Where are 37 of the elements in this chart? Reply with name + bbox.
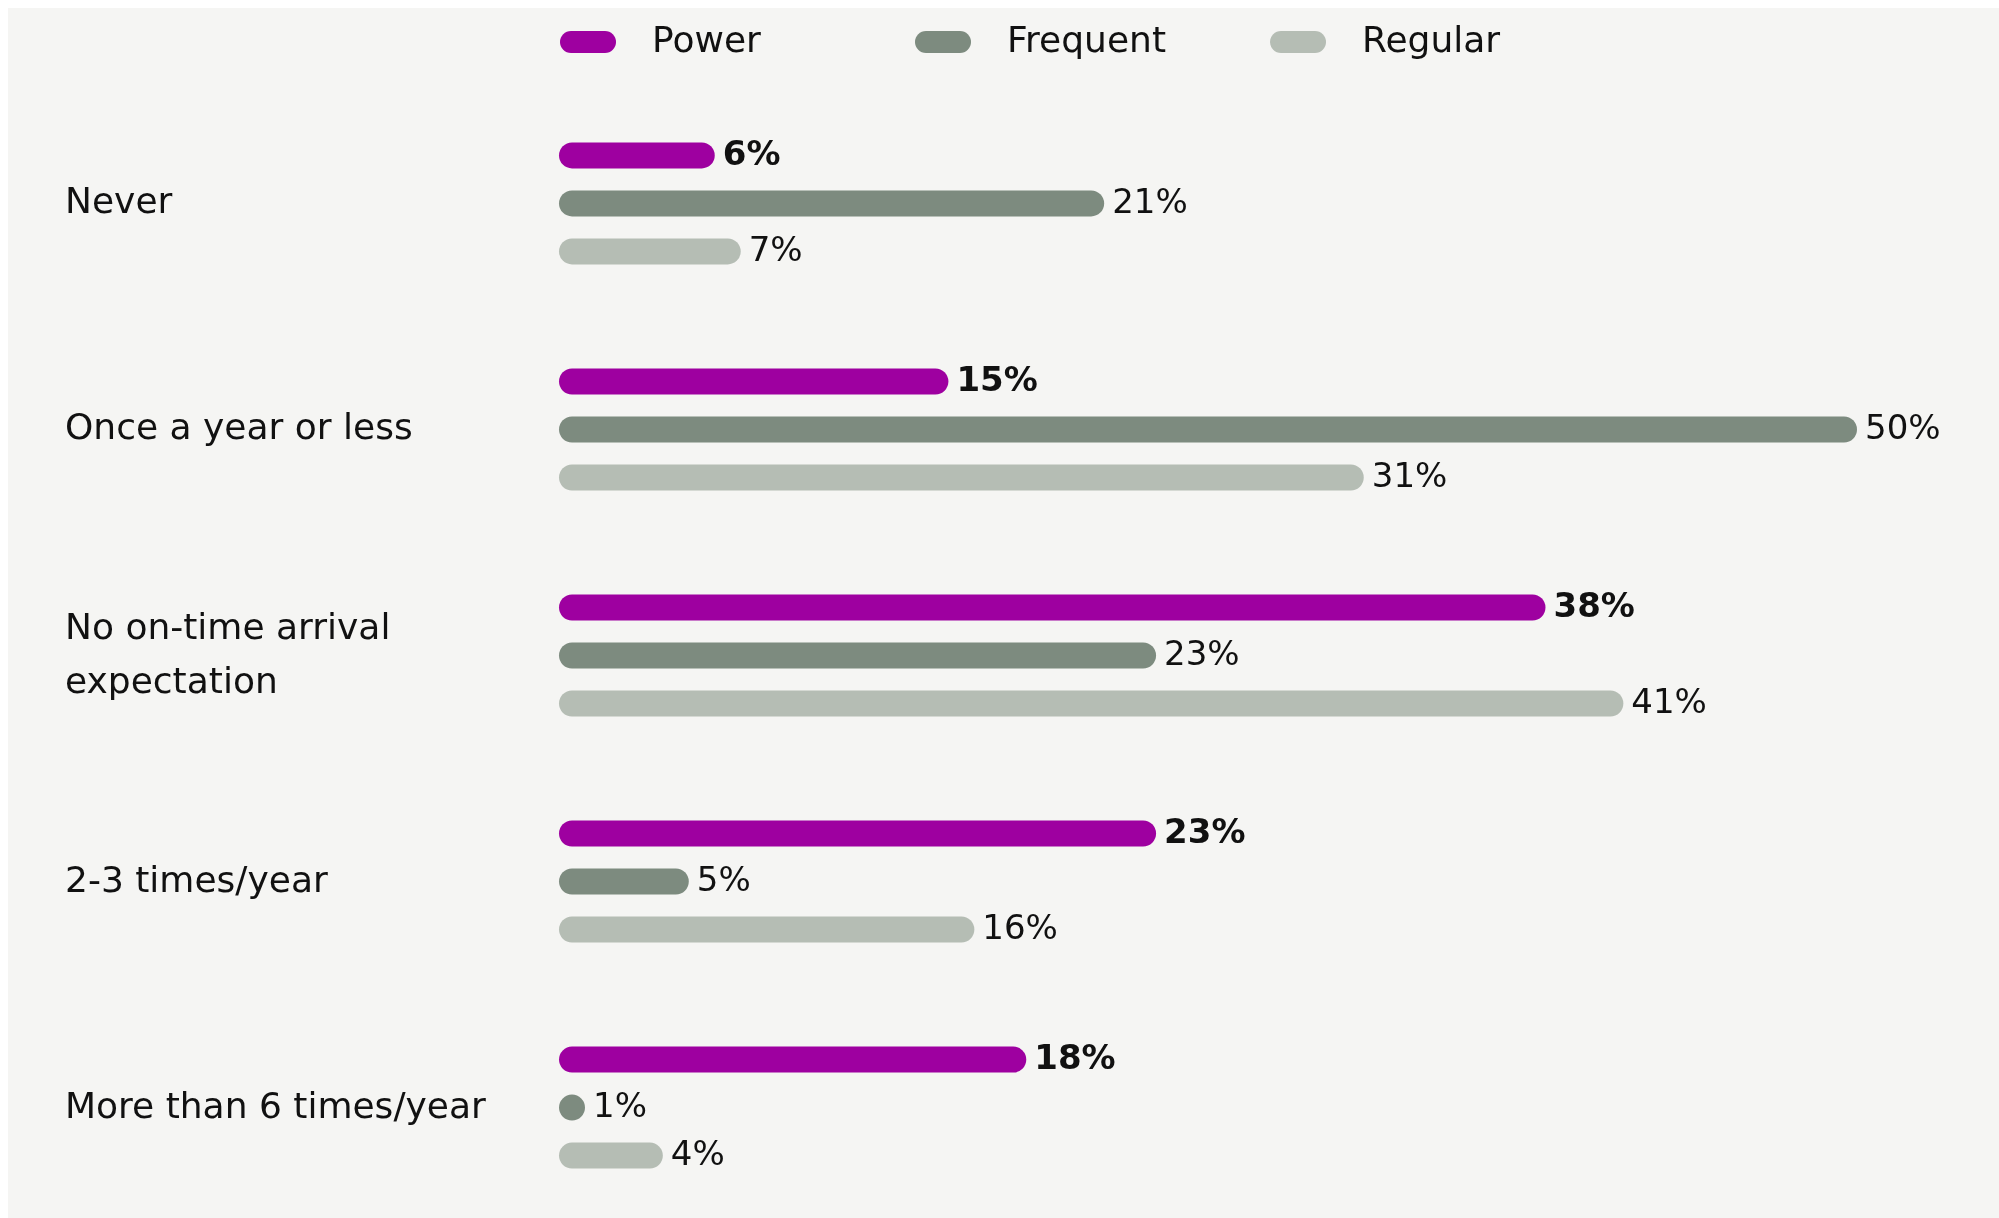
data-label: 18%: [1034, 1037, 1116, 1078]
bar: [559, 820, 1157, 847]
bar: [559, 238, 741, 265]
bar: [559, 594, 1546, 621]
y-tick-label: Never: [65, 180, 173, 222]
bar: [559, 642, 1157, 669]
data-label: 15%: [956, 358, 1038, 399]
legend-label: Regular: [1362, 19, 1501, 60]
data-label: 23%: [1164, 633, 1240, 673]
bar: [559, 868, 689, 895]
data-label: 5%: [696, 859, 751, 900]
data-label: 4%: [670, 1133, 725, 1174]
bar: [559, 464, 1364, 491]
y-tick-label: More than 6 times/year: [65, 1084, 487, 1126]
bar: [559, 142, 715, 169]
data-label: 16%: [982, 907, 1058, 948]
bar: [559, 368, 949, 395]
bar: [559, 190, 1105, 217]
bar: [559, 1142, 663, 1169]
data-label: 38%: [1553, 585, 1635, 625]
data-label: 7%: [748, 228, 803, 269]
legend-label: Frequent: [1007, 19, 1166, 60]
data-label: 1%: [593, 1085, 647, 1126]
bar: [559, 916, 975, 943]
y-tick-label: Once a year or less: [65, 406, 413, 448]
data-label: 31%: [1371, 454, 1448, 495]
bar: [559, 1046, 1027, 1073]
data-label: 6%: [722, 132, 781, 173]
bar: [559, 416, 1857, 443]
y-tick-label: 2-3 times/year: [65, 858, 328, 900]
y-tick-label: No on-time arrival expectation: [65, 605, 391, 701]
data-label: 50%: [1865, 406, 1941, 447]
data-label: 23%: [1164, 811, 1246, 852]
bar: [559, 690, 1624, 717]
legend-label: Power: [652, 19, 762, 60]
data-label: 41%: [1631, 681, 1707, 721]
data-label: 21%: [1112, 180, 1188, 221]
